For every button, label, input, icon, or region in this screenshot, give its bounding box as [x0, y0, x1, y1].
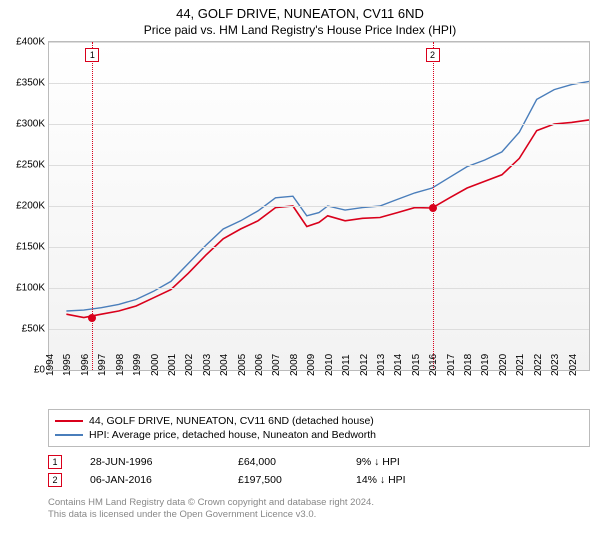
sale-marker-dot — [88, 314, 96, 322]
footer-line-1: Contains HM Land Registry data © Crown c… — [48, 497, 590, 509]
x-axis-label: 2005 — [237, 354, 248, 376]
y-axis-label: £400K — [16, 37, 45, 48]
footer-attribution: Contains HM Land Registry data © Crown c… — [48, 497, 590, 522]
y-axis-label: £50K — [22, 324, 45, 335]
sale-delta: 9% ↓ HPI — [356, 456, 400, 468]
sale-row: 2 06-JAN-2016 £197,500 14% ↓ HPI — [48, 471, 590, 489]
x-axis-label: 1995 — [62, 354, 73, 376]
legend-item: 44, GOLF DRIVE, NUNEATON, CV11 6ND (deta… — [55, 414, 583, 428]
sale-marker-dot — [429, 204, 437, 212]
x-axis-label: 2023 — [550, 354, 561, 376]
x-axis-label: 2007 — [271, 354, 282, 376]
legend-swatch — [55, 434, 83, 436]
legend-label: HPI: Average price, detached house, Nune… — [89, 429, 376, 441]
sales-table: 1 28-JUN-1996 £64,000 9% ↓ HPI 2 06-JAN-2016 £… — [48, 453, 590, 489]
x-axis-label: 2017 — [446, 354, 457, 376]
x-axis-label: 1994 — [45, 354, 56, 376]
sale-index-box: 2 — [48, 473, 62, 487]
y-axis-label: £300K — [16, 119, 45, 130]
x-axis-label: 2019 — [480, 354, 491, 376]
x-axis-label: 2010 — [324, 354, 335, 376]
x-axis-label: 1999 — [132, 354, 143, 376]
x-axis-label: 2004 — [219, 354, 230, 376]
y-axis-label: £350K — [16, 78, 45, 89]
x-axis-label: 1998 — [115, 354, 126, 376]
x-axis-label: 2001 — [167, 354, 178, 376]
legend-label: 44, GOLF DRIVE, NUNEATON, CV11 6ND (deta… — [89, 415, 374, 427]
page-subtitle: Price paid vs. HM Land Registry's House … — [0, 21, 600, 41]
x-axis-label: 2014 — [393, 354, 404, 376]
x-axis-label: 1997 — [97, 354, 108, 376]
x-axis-label: 2006 — [254, 354, 265, 376]
sale-date: 28-JUN-1996 — [90, 456, 210, 468]
sale-price: £64,000 — [238, 456, 328, 468]
footer-line-2: This data is licensed under the Open Gov… — [48, 509, 590, 521]
x-axis-label: 2008 — [289, 354, 300, 376]
x-axis-label: 2009 — [306, 354, 317, 376]
sale-delta: 14% ↓ HPI — [356, 474, 406, 486]
x-axis-label: 2021 — [515, 354, 526, 376]
series-line — [66, 81, 589, 311]
x-axis-label: 2012 — [359, 354, 370, 376]
x-axis-label: 2003 — [202, 354, 213, 376]
x-axis-label: 2024 — [568, 354, 579, 376]
y-axis-label: £0 — [34, 365, 45, 376]
x-axis-label: 2018 — [463, 354, 474, 376]
chart-plot: 12 £0£50K£100K£150K£200K£250K£300K£350K£… — [48, 41, 590, 371]
x-axis-label: 2015 — [411, 354, 422, 376]
page-title: 44, GOLF DRIVE, NUNEATON, CV11 6ND — [0, 0, 600, 21]
x-axis-label: 2022 — [533, 354, 544, 376]
x-axis-label: 1996 — [80, 354, 91, 376]
sale-index-box: 1 — [48, 455, 62, 469]
sale-date: 06-JAN-2016 — [90, 474, 210, 486]
x-axis-label: 2002 — [184, 354, 195, 376]
legend: 44, GOLF DRIVE, NUNEATON, CV11 6ND (deta… — [48, 409, 590, 447]
x-axis-label: 2000 — [150, 354, 161, 376]
y-axis-label: £250K — [16, 160, 45, 171]
chart-container: 44, GOLF DRIVE, NUNEATON, CV11 6ND Price… — [0, 0, 600, 560]
legend-swatch — [55, 420, 83, 422]
sale-row: 1 28-JUN-1996 £64,000 9% ↓ HPI — [48, 453, 590, 471]
sale-marker-box: 1 — [85, 48, 99, 62]
plot-area: 12 — [49, 42, 589, 370]
y-axis-label: £100K — [16, 283, 45, 294]
sale-marker-box: 2 — [426, 48, 440, 62]
sale-price: £197,500 — [238, 474, 328, 486]
x-axis-label: 2013 — [376, 354, 387, 376]
y-axis-label: £200K — [16, 201, 45, 212]
x-axis-label: 2016 — [428, 354, 439, 376]
x-axis-label: 2020 — [498, 354, 509, 376]
y-axis-label: £150K — [16, 242, 45, 253]
legend-item: HPI: Average price, detached house, Nune… — [55, 428, 583, 442]
x-axis-label: 2011 — [341, 354, 352, 376]
